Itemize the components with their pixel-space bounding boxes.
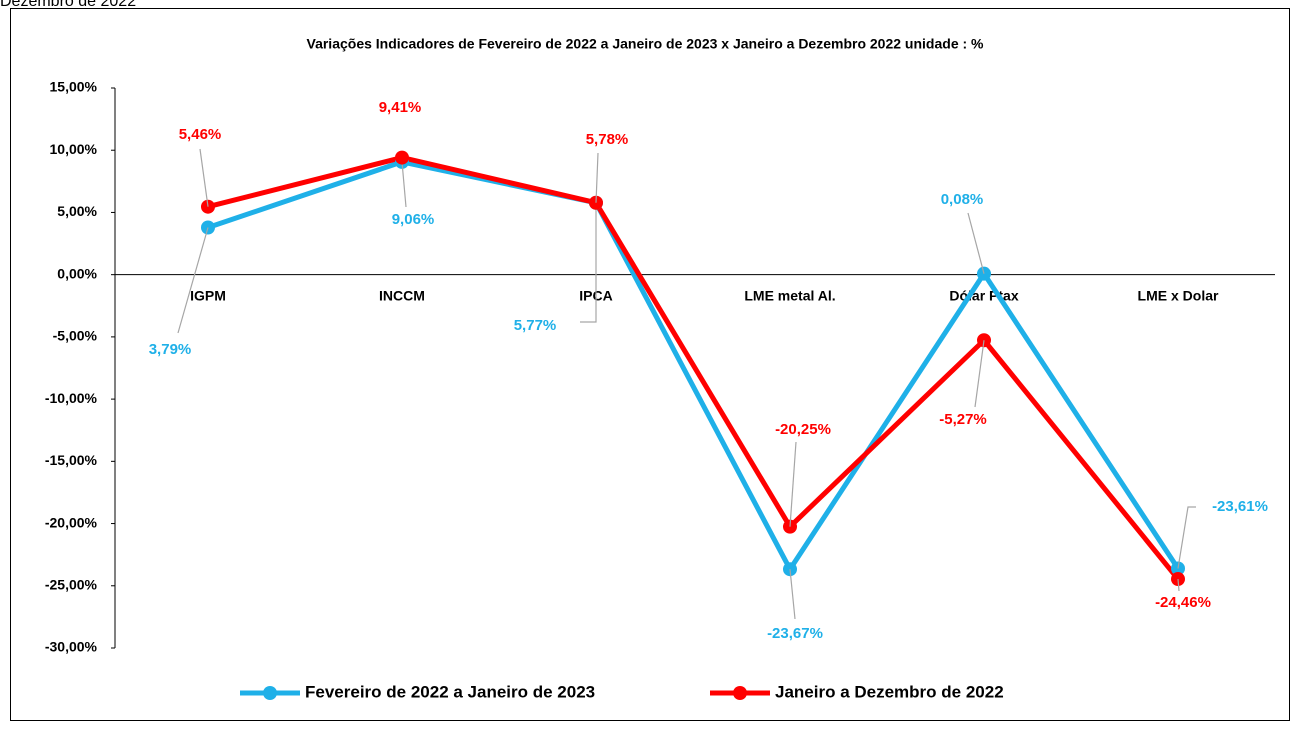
y-tick-label: 5,00%: [57, 203, 97, 219]
legend-marker: [733, 686, 747, 700]
leader-line: [789, 441, 797, 527]
data-label: 3,79%: [149, 341, 192, 358]
caption: Dezembro de 2022: [0, 0, 136, 10]
leader-line: [789, 569, 796, 620]
y-tick-label: -30,00%: [45, 639, 98, 655]
data-label: 0,08%: [941, 191, 984, 208]
y-tick-label: 10,00%: [50, 141, 98, 157]
leader-line: [177, 227, 209, 334]
legend-label: Janeiro a Dezembro de 2022: [775, 682, 1004, 701]
data-label: -20,25%: [775, 421, 831, 438]
leader-line: [595, 152, 599, 203]
y-tick-label: -20,00%: [45, 514, 98, 530]
x-tick-label: IGPM: [190, 287, 226, 303]
x-tick-label: LME metal Al.: [744, 287, 835, 303]
data-label: 5,78%: [586, 131, 629, 148]
legend-marker: [263, 686, 277, 700]
leader-line: [401, 161, 407, 208]
data-label: 5,46%: [179, 126, 222, 143]
y-tick-label: -10,00%: [45, 390, 98, 406]
data-label: -24,46%: [1155, 594, 1211, 611]
leader-line: [974, 340, 985, 408]
data-label: -5,27%: [939, 411, 987, 428]
x-tick-label: Dólar Ptax: [949, 287, 1018, 303]
y-tick-label: -5,00%: [53, 328, 98, 344]
chart-border: [10, 8, 1290, 721]
data-label: -23,67%: [767, 625, 823, 642]
x-tick-label: INCCM: [379, 287, 425, 303]
leader-line: [199, 148, 209, 207]
series-line: [207, 155, 1180, 581]
leader-line: [967, 212, 985, 274]
x-tick-label: LME x Dolar: [1138, 287, 1219, 303]
y-tick-label: 15,00%: [50, 79, 98, 95]
leader-line: [1177, 579, 1180, 592]
data-label: 9,06%: [392, 211, 435, 228]
y-tick-label: -25,00%: [45, 576, 98, 592]
leader-line: [1177, 506, 1196, 569]
chart-title: Variações Indicadores de Fevereiro de 20…: [307, 36, 985, 52]
leader-line: [580, 202, 597, 323]
data-label: -23,61%: [1212, 498, 1268, 515]
data-label: 5,77%: [514, 317, 557, 334]
data-label: 9,41%: [379, 99, 422, 116]
series-line: [207, 159, 1181, 572]
y-tick-label: -15,00%: [45, 452, 98, 468]
legend-label: Fevereiro de 2022 a Janeiro de 2023: [305, 682, 595, 701]
y-tick-label: 0,00%: [57, 265, 97, 281]
data-point: [395, 150, 409, 165]
